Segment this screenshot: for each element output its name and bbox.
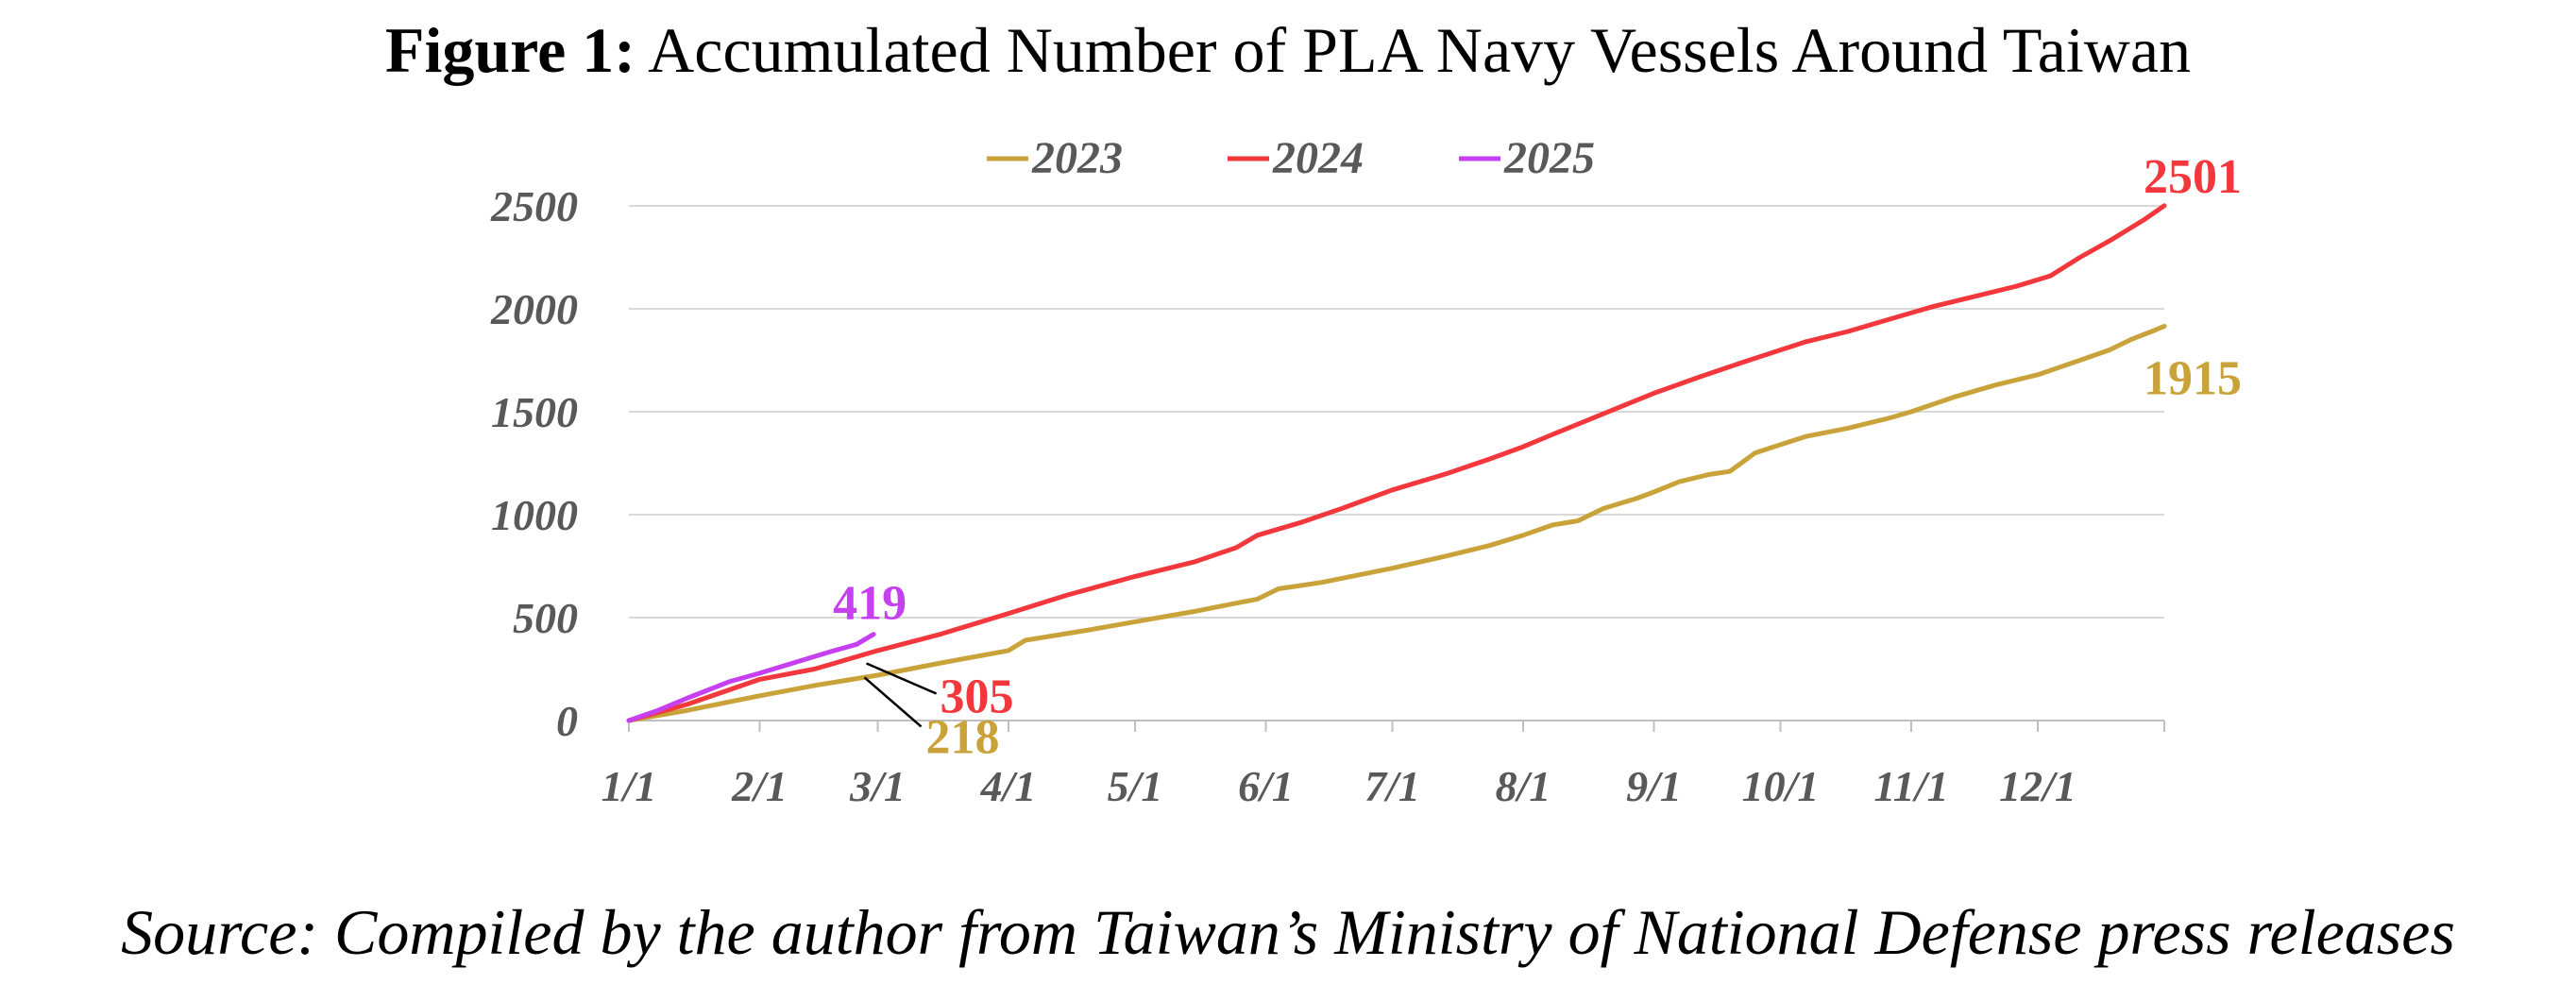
x-tick-label-1-1: 1/1: [602, 762, 657, 810]
x-tick-label-5-1: 5/1: [1108, 762, 1163, 810]
x-tick-label-2-1: 2/1: [731, 762, 788, 810]
data-label-419: 419: [833, 577, 907, 631]
series-layer: [626, 203, 2167, 723]
legend-label-2025: 2025: [1503, 133, 1595, 183]
x-tick-label-6-1: 6/1: [1238, 762, 1294, 810]
data-label-1915: 1915: [2144, 352, 2242, 406]
x-tick-label-9-1: 9/1: [1626, 762, 1682, 810]
leader-line-218: [863, 676, 923, 728]
x-tick-label-3-1: 3/1: [849, 762, 906, 810]
source-caption: Source: Compiled by the author from Taiw…: [121, 896, 2455, 968]
data-label-305: 305: [941, 670, 1014, 724]
line-chart: 0 500 1000 1500 2000 2500 1/1 2/1 3/1 4/1 5/1 6/1 7/…: [490, 133, 2242, 810]
x-tick-label-8-1: 8/1: [1496, 762, 1551, 810]
figure-title: Figure 1: Accumulated Number of PLA Navy…: [0, 13, 2576, 88]
grid-layer: [629, 205, 2164, 619]
data-label-2501: 2501: [2144, 150, 2242, 204]
x-tick-label-12-1: 12/1: [1999, 762, 2076, 810]
figure-title-text: Accumulated Number of PLA Navy Vessels A…: [635, 14, 2192, 86]
series-line-2023: [626, 324, 2167, 723]
y-tick-label-2500: 2500: [490, 182, 578, 230]
legend-label-2023: 2023: [1031, 133, 1123, 183]
legend: 2023 2024 2025: [987, 133, 1595, 183]
x-tick-label-7-1: 7/1: [1364, 762, 1420, 810]
data-label-218: 218: [926, 710, 1000, 764]
legend-label-2024: 2024: [1272, 133, 1364, 183]
y-tick-label-2000: 2000: [490, 285, 578, 333]
y-tick-label-0: 0: [556, 697, 578, 745]
leader-line-305: [866, 662, 938, 695]
y-tick-label-1000: 1000: [491, 491, 578, 539]
axis-layer: 0 500 1000 1500 2000 2500 1/1 2/1 3/1 4/1 5/1 6/1 7/…: [490, 182, 2165, 810]
y-tick-label-500: 500: [513, 594, 578, 642]
x-tick-label-11-1: 11/1: [1873, 762, 1948, 810]
series-line-2025: [626, 632, 876, 723]
figure-title-lead: Figure 1:: [384, 14, 636, 86]
series-line-2024: [626, 203, 2167, 723]
x-tick-label-4-1: 4/1: [980, 762, 1037, 810]
y-tick-label-1500: 1500: [491, 388, 578, 436]
x-tick-label-10-1: 10/1: [1742, 762, 1820, 810]
